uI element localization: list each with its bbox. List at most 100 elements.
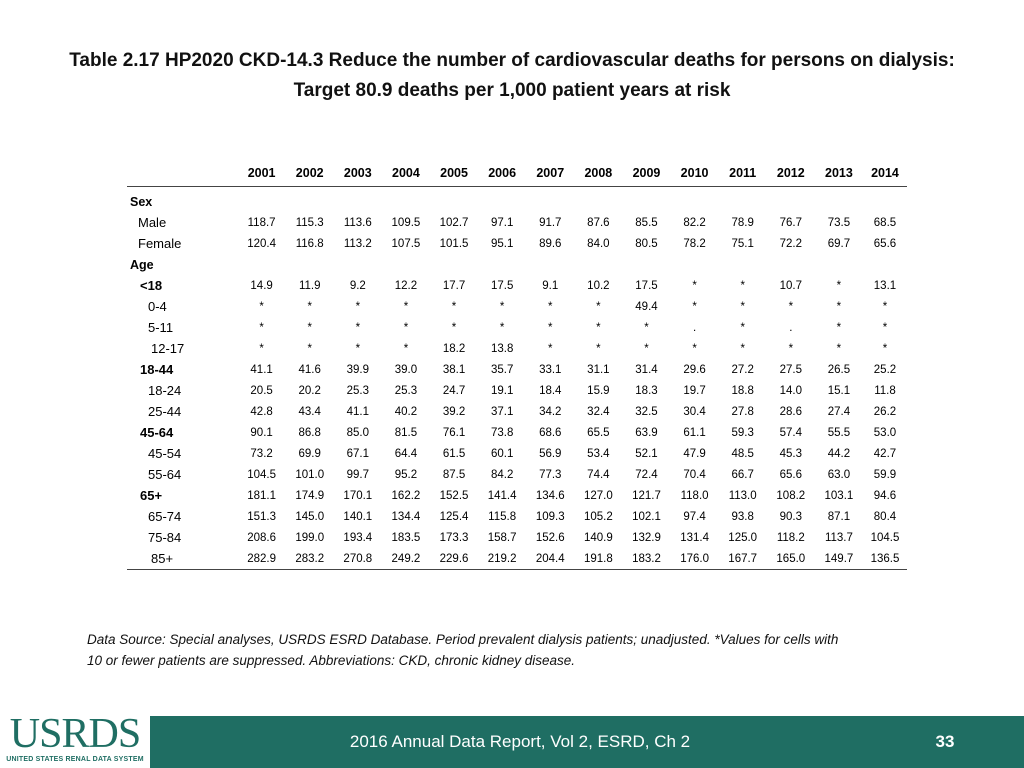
- table-cell: 89.6: [539, 237, 562, 250]
- table-cell: [815, 254, 863, 275]
- table-cell: 17.7: [442, 279, 466, 292]
- table-cell: 9.2: [349, 279, 366, 292]
- table-cell: *: [596, 300, 601, 313]
- table-cell: 97.1: [490, 216, 514, 229]
- table-cell: 208.6: [247, 531, 276, 544]
- table-cell: 131.4: [680, 531, 709, 544]
- table-cell: 33.1: [539, 363, 562, 376]
- footnote-line-1: Data Source: Special analyses, USRDS ESR…: [87, 632, 839, 647]
- row-label: Female: [138, 236, 182, 251]
- table-cell: 81.5: [394, 426, 418, 439]
- table-cell: 11.9: [298, 279, 321, 292]
- table-cell: *: [548, 321, 553, 334]
- table-cell: [286, 187, 334, 213]
- table-cell: 53.0: [873, 426, 897, 439]
- table-cell: 20.5: [250, 384, 273, 397]
- year-header: 2005: [429, 162, 479, 187]
- table-cell: [382, 254, 430, 275]
- row-label: 75-84: [148, 530, 182, 545]
- table-cell: 44.2: [827, 447, 851, 460]
- table-cell: 74.4: [587, 468, 610, 481]
- table-cell: 14.9: [250, 279, 273, 292]
- table-cell: 152.5: [439, 489, 469, 502]
- year-header: 2013: [814, 162, 863, 187]
- table-cell: 134.4: [391, 510, 421, 523]
- table-cell: 136.5: [862, 548, 907, 570]
- table-cell: *: [644, 321, 649, 334]
- header-row: 2001 2002 2003 2004 2005 2006 2007 2008 2009 2010…: [127, 162, 907, 187]
- year-header: 2010: [670, 162, 719, 187]
- table-cell: [719, 187, 767, 213]
- table-cell: *: [836, 300, 842, 313]
- table-cell: 85.5: [635, 216, 658, 229]
- table-cell: *: [836, 342, 842, 355]
- year-header: 2006: [478, 162, 527, 187]
- table-cell: [622, 187, 670, 213]
- table-cell: [238, 187, 286, 213]
- row-label: <18: [140, 278, 163, 293]
- table-cell: 73.8: [490, 426, 514, 439]
- table-cell: 20.2: [298, 384, 321, 397]
- table-cell: 34.2: [539, 405, 562, 418]
- table-cell: [671, 187, 719, 213]
- table-cell: 109.5: [391, 216, 421, 229]
- table-cell: [478, 254, 526, 275]
- table-cell: 63.0: [827, 468, 851, 481]
- table-cell: *: [882, 342, 888, 355]
- table-cell: 127.0: [583, 489, 613, 502]
- table-cell: 52.1: [635, 447, 658, 460]
- table-cell: 27.8: [731, 405, 754, 418]
- table-cell: 17.5: [635, 279, 658, 292]
- table-cell: [286, 254, 334, 275]
- table-cell: 282.9: [237, 548, 286, 570]
- row-label: 45-64: [140, 425, 174, 440]
- table-cell: 77.3: [539, 468, 562, 481]
- table-cell: 60.1: [490, 447, 514, 460]
- table-cell: 31.1: [587, 363, 610, 376]
- table-body: Sex Male 118.7 115.3 113.6 109.5 102.7 97.1 91.7…: [127, 187, 907, 570]
- year-header: 2001: [237, 162, 286, 187]
- table-cell: [767, 254, 815, 275]
- table-cell: *: [692, 342, 697, 355]
- table-cell: 37.1: [490, 405, 514, 418]
- table-row: 5-11 * * * * * * * * *. *. * *: [127, 317, 907, 338]
- table-cell: 67.1: [346, 447, 370, 460]
- table-cell: 41.1: [346, 405, 370, 418]
- table-cell: 15.1: [827, 384, 851, 397]
- table-row: Male 118.7 115.3 113.6 109.5 102.7 97.1 91.7 87.…: [127, 212, 907, 233]
- table-cell: 32.5: [635, 405, 658, 418]
- table-cell: 104.5: [247, 468, 276, 481]
- table-cell: 183.2: [622, 548, 671, 570]
- table-cell: 121.7: [632, 489, 661, 502]
- table-cell: *: [499, 321, 505, 334]
- table-cell: 115.3: [295, 216, 324, 229]
- table-cell: [574, 187, 622, 213]
- table-cell: 181.1: [247, 489, 276, 502]
- footnote: Data Source: Special analyses, USRDS ESR…: [87, 629, 947, 671]
- year-header: 2003: [333, 162, 382, 187]
- table-row: 18-44 41.1 41.6 39.9 39.0 38.1 35.7 33.1 31.1 31.…: [127, 359, 907, 380]
- table-cell: *: [740, 342, 745, 355]
- table-cell: 125.0: [728, 531, 758, 544]
- table-cell: *: [644, 342, 649, 355]
- row-label: 45-54: [148, 446, 182, 461]
- table-cell: *: [451, 300, 457, 313]
- table-cell: 25.3: [394, 384, 418, 397]
- table-cell: 63.9: [635, 426, 658, 439]
- table-row: 25-44 42.8 43.4 41.1 40.2 39.2 37.1 34.2 32.4 32.…: [127, 401, 907, 422]
- table-cell: 53.4: [587, 447, 610, 460]
- table-row: 55-64 104.5 101.0 99.7 95.2 87.5 84.2 77.3 74.4 7…: [127, 464, 907, 485]
- table-cell: 55.5: [827, 426, 851, 439]
- logo-subtitle: UNITED STATES RENAL DATA SYSTEM: [6, 756, 144, 763]
- table-cell: *: [596, 342, 601, 355]
- table-cell: 39.2: [442, 405, 466, 418]
- table-cell: 59.3: [731, 426, 754, 439]
- table-cell: 99.7: [346, 468, 370, 481]
- table-cell: 27.2: [731, 363, 754, 376]
- table-cell: 64.4: [394, 447, 418, 460]
- header-corner: [127, 162, 238, 187]
- usrds-logo: USRDS UNITED STATES RENAL DATA SYSTEM: [0, 712, 150, 768]
- table-cell: 68.6: [539, 426, 562, 439]
- table-cell: [767, 187, 815, 213]
- table-cell: 118.7: [247, 216, 276, 229]
